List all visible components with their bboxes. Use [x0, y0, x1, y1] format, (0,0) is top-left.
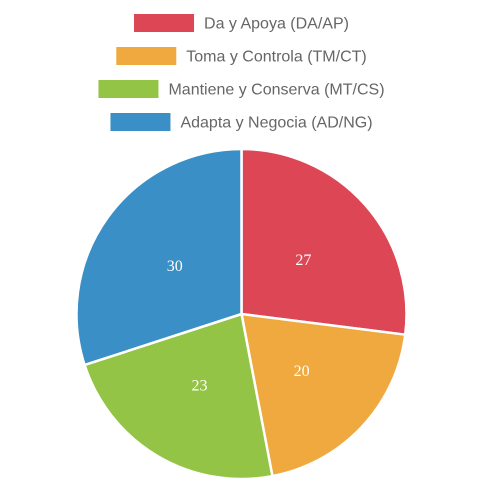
pie-slice-toma-y-controla-tm-ct[interactable]	[240, 312, 407, 478]
legend-label-toma-y-controla-tm-ct: Toma y Controla (TM/CT)	[186, 49, 366, 66]
pie-data-label-toma-y-controla-tm-ct: 20	[294, 363, 310, 380]
pie-slice-mantiene-y-conserva-mt-cs[interactable]	[83, 312, 274, 481]
pie-slices	[75, 147, 408, 481]
legend-label-adapta-y-negocia-ad-ng: Adapta y Negocia (AD/NG)	[180, 115, 372, 132]
pie-data-label-adapta-y-negocia-ad-ng: 30	[167, 258, 183, 275]
legend-item-da-y-apoya-da-ap[interactable]: Da y Apoya (DA/AP)	[134, 14, 349, 33]
legend-swatch-mantiene-y-conserva-mt-cs	[98, 80, 159, 98]
pie-slice-adapta-y-negocia-ad-ng[interactable]	[75, 147, 243, 367]
pie-data-label-mantiene-y-conserva-mt-cs: 23	[192, 378, 208, 395]
legend: Da y Apoya (DA/AP) Toma y Controla (TM/CT…	[98, 14, 385, 132]
legend-label-da-y-apoya-da-ap: Da y Apoya (DA/AP)	[204, 16, 349, 33]
legend-item-mantiene-y-conserva-mt-cs[interactable]: Mantiene y Conserva (MT/CS)	[98, 80, 385, 99]
legend-item-toma-y-controla-tm-ct[interactable]: Toma y Controla (TM/CT)	[116, 47, 367, 66]
legend-item-adapta-y-negocia-ad-ng[interactable]: Adapta y Negocia (AD/NG)	[110, 113, 373, 132]
pie-data-label-da-y-apoya-da-ap: 27	[295, 252, 311, 269]
pie-data-labels: 27 20 23 30	[167, 252, 312, 395]
pie-slice-da-y-apoya-da-ap[interactable]	[240, 147, 408, 336]
legend-swatch-da-y-apoya-da-ap	[134, 14, 195, 32]
legend-label-mantiene-y-conserva-mt-cs: Mantiene y Conserva (MT/CS)	[168, 82, 384, 99]
legend-swatch-toma-y-controla-tm-ct	[116, 47, 177, 65]
legend-swatch-adapta-y-negocia-ad-ng	[110, 113, 171, 131]
